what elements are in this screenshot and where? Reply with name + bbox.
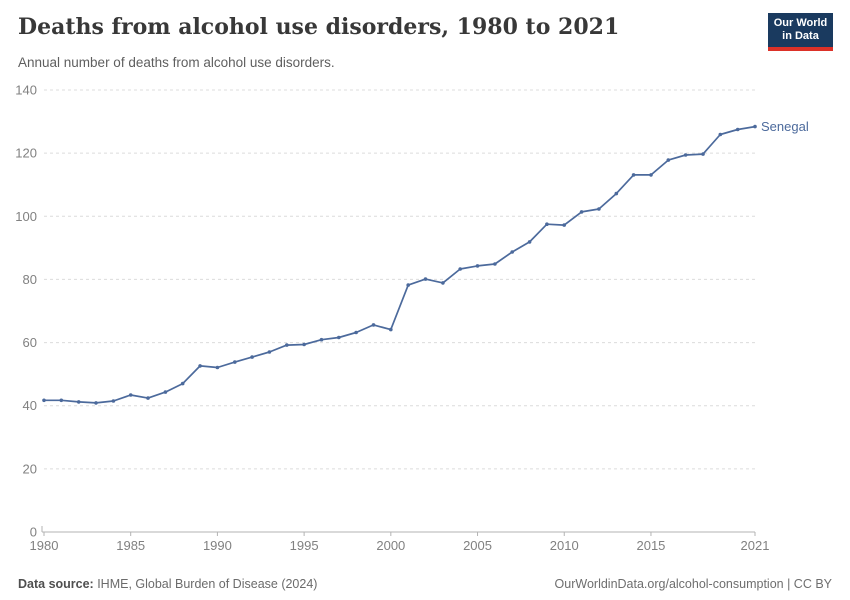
data-point-marker (649, 173, 653, 177)
owid-logo-line1: Our World (773, 17, 828, 29)
data-point-marker (458, 267, 463, 271)
owid-logo-line2: in Data (782, 30, 819, 42)
series-end-label: Senegal (761, 119, 809, 134)
data-point-marker (631, 173, 636, 177)
data-point-marker (354, 330, 358, 335)
data-point-marker (42, 398, 46, 403)
x-axis-tick-label: 2015 (636, 538, 665, 553)
data-point-marker (718, 132, 723, 137)
x-axis-tick-label: 2021 (741, 538, 770, 553)
data-point-marker (94, 401, 98, 405)
data-point-marker (250, 355, 254, 359)
y-axis-tick-label: 120 (15, 146, 37, 161)
data-point-marker (285, 343, 289, 347)
x-axis-tick-label: 2000 (376, 538, 405, 553)
footer-link[interactable]: OurWorldinData.org/alcohol-consumption |… (554, 577, 832, 591)
data-point-marker (493, 262, 497, 266)
data-point-marker (614, 191, 619, 196)
data-point-marker (215, 365, 220, 370)
x-axis-tick-label: 1985 (116, 538, 145, 553)
data-point-marker (319, 337, 324, 342)
data-point-marker (76, 400, 81, 404)
x-axis-tick-label: 2010 (550, 538, 579, 553)
data-point-marker (406, 283, 411, 287)
data-point-marker (475, 264, 480, 268)
data-point-marker (198, 364, 202, 368)
data-point-marker (146, 396, 150, 400)
data-point-marker (735, 127, 740, 132)
line-chart[interactable]: 0 20 40 60 80 100 120 140 1980 1985 1990 1995 2000 20… (0, 80, 850, 562)
y-axis-tick-label: 100 (15, 209, 37, 224)
data-point-marker (597, 207, 601, 211)
x-axis-tick-label: 1995 (290, 538, 319, 553)
data-point-marker (562, 223, 566, 227)
page-title: Deaths from alcohol use disorders, 1980 … (18, 14, 620, 40)
data-point-marker (371, 323, 376, 327)
y-axis-tick-label: 0 (30, 525, 37, 540)
data-point-marker (337, 335, 341, 340)
x-axis-tick-label: 1980 (30, 538, 59, 553)
data-point-marker (753, 124, 757, 129)
data-point-marker (666, 158, 671, 162)
data-point-marker (579, 210, 584, 214)
data-point-marker (180, 381, 185, 386)
data-point-marker (389, 327, 393, 332)
chart-subtitle: Annual number of deaths from alcohol use… (18, 55, 335, 70)
data-point-marker (441, 281, 445, 285)
data-point-marker (545, 222, 549, 226)
data-source-value: IHME, Global Burden of Disease (2024) (93, 577, 318, 591)
data-point-marker (267, 350, 272, 354)
owid-logo[interactable]: Our World in Data (768, 13, 833, 51)
senegal-line (43, 125, 756, 404)
data-point-marker (683, 153, 688, 157)
y-axis-tick-label: 140 (15, 83, 37, 98)
data-point-marker (233, 360, 237, 364)
data-point-marker (701, 152, 705, 156)
data-source-label: Data source: (18, 577, 94, 591)
chart-footer: Data source: IHME, Global Burden of Dise… (18, 577, 832, 591)
data-point-marker (302, 342, 306, 347)
y-axis-tick-label: 80 (23, 272, 37, 287)
x-axis-tick-label: 1990 (203, 538, 232, 553)
y-axis-tick-label: 40 (23, 398, 37, 413)
data-point-marker (111, 399, 116, 403)
y-axis-tick-label: 20 (23, 461, 37, 476)
data-point-marker (423, 277, 428, 281)
x-axis-tick-label: 2005 (463, 538, 492, 553)
data-point-marker (527, 240, 532, 244)
y-axis-tick-label: 60 (23, 335, 37, 350)
data-point-marker (163, 390, 168, 394)
data-source: Data source: IHME, Global Burden of Dise… (18, 577, 317, 591)
data-point-marker (59, 398, 64, 403)
data-point-marker (510, 250, 514, 254)
data-point-marker (128, 393, 133, 397)
